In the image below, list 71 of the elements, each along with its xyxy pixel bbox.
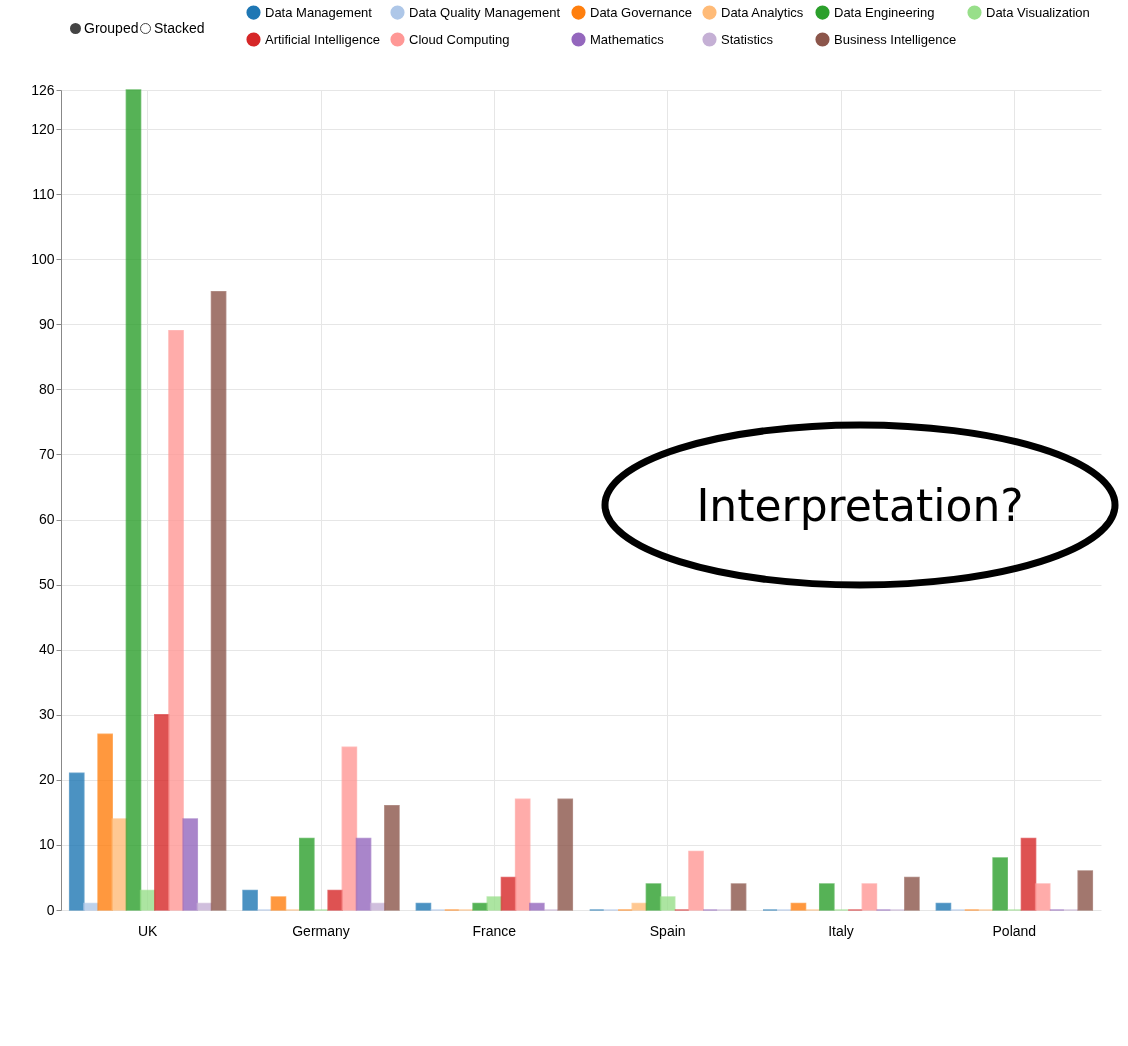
x-tick-label: UK xyxy=(137,922,159,939)
bar xyxy=(83,902,99,911)
legend-label: Data Visualization xyxy=(986,4,1090,20)
bar xyxy=(415,902,432,911)
y-tick-label: 0 xyxy=(46,901,55,918)
bar xyxy=(790,902,807,911)
bar xyxy=(1077,870,1094,911)
legend-label: Business Intelligence xyxy=(834,31,957,47)
y-tick-label: 126 xyxy=(31,81,55,98)
text: Stacked xyxy=(154,20,205,36)
text: Grouped xyxy=(84,20,139,36)
bar xyxy=(486,896,503,911)
bar xyxy=(210,291,227,911)
bar xyxy=(196,902,213,911)
bar xyxy=(472,902,488,911)
x-tick-label: France xyxy=(472,922,517,939)
bar xyxy=(125,89,142,911)
bar xyxy=(182,818,199,911)
y-tick-label: 100 xyxy=(31,250,55,267)
legend-label: Data Management xyxy=(265,4,373,20)
bar xyxy=(514,798,531,911)
bar xyxy=(298,837,315,911)
legend-label: Data Analytics xyxy=(721,4,804,20)
legend-label: Cloud Computing xyxy=(409,31,510,47)
y-tick-label: 70 xyxy=(38,445,55,462)
bar xyxy=(1034,883,1051,911)
bar xyxy=(270,896,287,911)
y-tick-label: 80 xyxy=(38,380,55,397)
bar xyxy=(327,889,344,911)
y-tick-label: 60 xyxy=(38,511,55,528)
bar xyxy=(557,798,574,911)
bar xyxy=(631,902,648,911)
bar xyxy=(97,733,113,911)
bar xyxy=(68,772,85,911)
x-tick-label: Italy xyxy=(828,922,854,939)
bar xyxy=(341,746,358,911)
bar xyxy=(1020,837,1037,911)
bar xyxy=(355,837,372,911)
bar xyxy=(139,889,156,911)
y-tick-label: 20 xyxy=(38,771,55,788)
legend-label: Artificial Intelligence xyxy=(265,31,380,47)
bar xyxy=(111,818,128,911)
bar xyxy=(818,883,835,911)
y-tick-label: 10 xyxy=(38,836,55,853)
legend-label: Data Engineering xyxy=(834,4,935,20)
bar xyxy=(992,857,1008,911)
y-tick-label: 90 xyxy=(38,315,55,332)
y-tick-label: 30 xyxy=(38,706,55,723)
legend-label: Statistics xyxy=(721,31,774,47)
bar xyxy=(935,902,952,911)
y-tick-label: 50 xyxy=(38,576,55,593)
x-tick-label: Germany xyxy=(292,922,350,939)
legend-label: Data Governance xyxy=(590,4,692,20)
bar xyxy=(529,902,545,911)
bar xyxy=(645,883,662,911)
bar xyxy=(242,889,258,911)
bar xyxy=(904,876,920,911)
bar xyxy=(861,883,878,911)
bar xyxy=(384,805,400,911)
bar xyxy=(659,896,676,911)
bar xyxy=(369,902,386,911)
y-tick-label: 120 xyxy=(31,120,55,137)
bar xyxy=(730,883,747,911)
y-tick-label: 40 xyxy=(38,641,55,658)
y-tick-label: 110 xyxy=(32,185,55,202)
legend-label: Mathematics xyxy=(590,31,665,47)
legend-label: Data Quality Management xyxy=(409,4,561,20)
x-tick-label: Poland xyxy=(992,922,1037,939)
bar xyxy=(688,850,704,911)
bar xyxy=(168,330,184,911)
x-tick-label: Spain xyxy=(649,922,686,939)
